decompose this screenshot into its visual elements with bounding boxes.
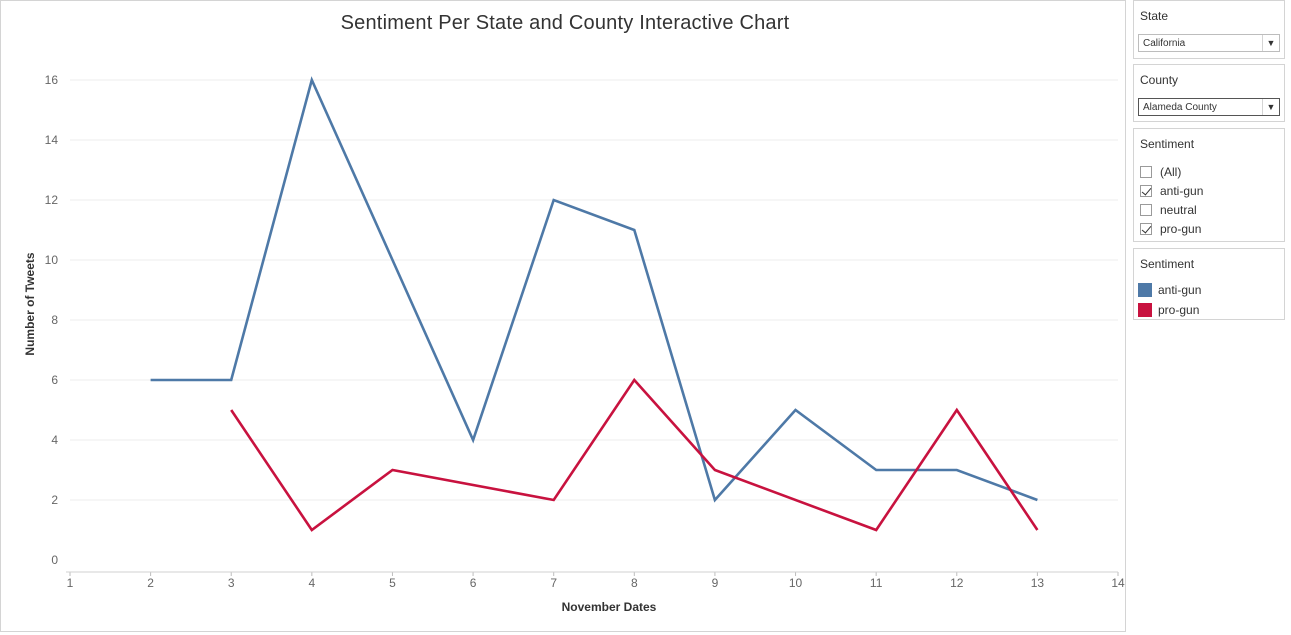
data-point-anti-gun[interactable] [870, 464, 882, 476]
sentiment-option-label: pro-gun [1160, 221, 1202, 236]
x-tick-label: 11 [870, 576, 883, 590]
county-dropdown[interactable]: Alameda County ▼ [1138, 98, 1280, 116]
x-tick-label: 4 [309, 576, 316, 590]
x-tick-label: 6 [470, 576, 477, 590]
x-tick-label: 8 [631, 576, 638, 590]
series-line-pro-gun[interactable] [230, 377, 1039, 532]
y-tick-label: 6 [51, 373, 58, 387]
chevron-down-icon[interactable]: ▼ [1262, 99, 1279, 115]
legend-swatch-pro-gun [1138, 303, 1152, 317]
x-tick-label: 7 [550, 576, 557, 590]
x-tick-label: 2 [147, 576, 154, 590]
data-point-anti-gun[interactable] [145, 374, 157, 386]
data-point-anti-gun[interactable] [306, 74, 318, 86]
legend-item-pro-gun[interactable]: pro-gun [1134, 300, 1284, 320]
sentiment-filter-panel: Sentiment (All) anti-gun neutral pro-gun [1133, 128, 1285, 242]
y-tick-label: 10 [45, 253, 59, 267]
x-tick-label: 3 [228, 576, 235, 590]
data-point-pro-gun[interactable] [386, 464, 398, 476]
data-point-pro-gun[interactable] [709, 464, 721, 476]
x-tick-label: 1 [67, 576, 74, 590]
data-point-pro-gun[interactable] [870, 524, 882, 536]
y-tick-label: 8 [51, 313, 58, 327]
sentiment-option-label: (All) [1160, 164, 1182, 179]
data-point-anti-gun[interactable] [225, 374, 237, 386]
county-filter-title: County [1140, 73, 1179, 87]
chart-panel [0, 0, 1126, 632]
x-tick-label: 10 [789, 576, 803, 590]
data-point-anti-gun[interactable] [1031, 494, 1043, 506]
checkbox[interactable] [1140, 165, 1152, 178]
series-line-anti-gun[interactable] [150, 76, 1038, 503]
state-filter-panel: State California ▼ [1133, 0, 1285, 59]
y-axis-title: Number of Tweets [23, 252, 37, 355]
data-point-pro-gun[interactable] [306, 524, 318, 536]
state-dropdown[interactable]: California ▼ [1138, 34, 1280, 52]
data-point-pro-gun[interactable] [1031, 524, 1043, 536]
data-point-anti-gun[interactable] [467, 434, 479, 446]
x-tick-label: 5 [389, 576, 396, 590]
chart-title: Sentiment Per State and County Interacti… [340, 12, 790, 34]
data-point-anti-gun[interactable] [548, 194, 560, 206]
x-tick-label: 14 [1111, 576, 1125, 590]
data-point-pro-gun[interactable] [951, 404, 963, 416]
data-point-pro-gun[interactable] [628, 374, 640, 386]
data-point-pro-gun[interactable] [548, 494, 560, 506]
sentiment-option-label: neutral [1160, 202, 1197, 217]
legend-title: Sentiment [1140, 257, 1195, 271]
county-dropdown-value: Alameda County [1143, 102, 1217, 113]
x-tick-label: 13 [1031, 576, 1045, 590]
data-point-anti-gun[interactable] [709, 494, 721, 506]
sentiment-option-label: anti-gun [1160, 183, 1204, 198]
y-tick-label: 16 [45, 73, 59, 87]
checkbox-checked[interactable] [1140, 222, 1152, 235]
y-tick-label: 14 [45, 133, 59, 147]
x-axis-title: November Dates [562, 600, 657, 614]
legend-item-label: pro-gun [1158, 303, 1200, 317]
data-point-anti-gun[interactable] [386, 254, 398, 266]
y-tick-label: 0 [51, 553, 58, 567]
legend-item-anti-gun[interactable]: anti-gun [1134, 280, 1284, 300]
chevron-down-icon[interactable]: ▼ [1262, 35, 1279, 51]
legend-item-label: anti-gun [1158, 283, 1202, 297]
sentiment-option-pro-gun[interactable]: pro-gun [1134, 219, 1284, 238]
state-filter-title: State [1140, 9, 1169, 23]
legend-swatch-anti-gun [1138, 283, 1152, 297]
data-point-anti-gun[interactable] [628, 224, 640, 236]
x-tick-label: 9 [712, 576, 719, 590]
data-point-anti-gun[interactable] [790, 404, 802, 416]
sentiment-filter-title: Sentiment [1140, 137, 1195, 151]
sentiment-option-anti-gun[interactable]: anti-gun [1134, 181, 1284, 200]
y-tick-label: 2 [51, 493, 58, 507]
county-filter-panel: County Alameda County ▼ [1133, 64, 1285, 122]
y-tick-label: 4 [51, 433, 58, 447]
y-tick-label: 12 [45, 193, 59, 207]
data-point-anti-gun[interactable] [951, 464, 963, 476]
legend-panel: Sentiment anti-gun pro-gun [1133, 248, 1285, 320]
checkbox-checked[interactable] [1140, 184, 1152, 197]
data-point-pro-gun[interactable] [225, 404, 237, 416]
x-tick-label: 12 [950, 576, 964, 590]
sentiment-option-neutral[interactable]: neutral [1134, 200, 1284, 219]
sentiment-option-all[interactable]: (All) [1134, 162, 1284, 181]
state-dropdown-value: California [1143, 38, 1186, 49]
checkbox[interactable] [1140, 203, 1152, 216]
